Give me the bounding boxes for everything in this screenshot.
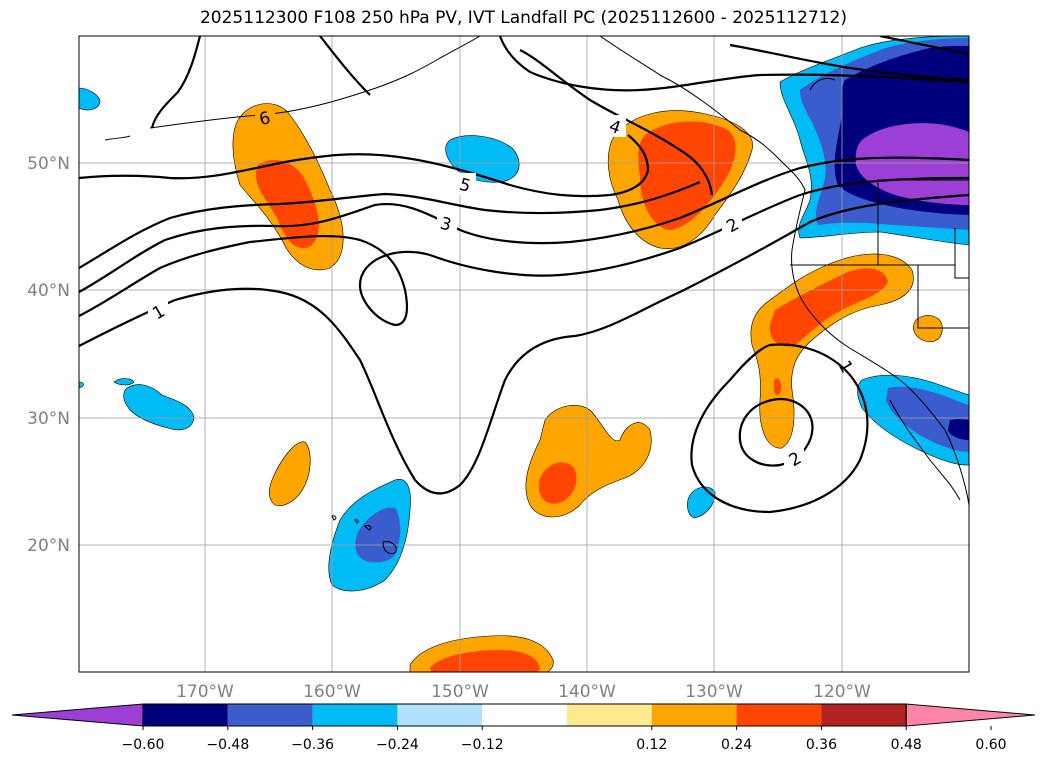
colorbar-outline xyxy=(142,703,907,727)
lon-label: 160°W xyxy=(303,682,361,702)
lon-label: 150°W xyxy=(431,682,489,702)
map-layers: 6 5 4 3 2 1 1 2 xyxy=(79,36,969,672)
strong-positive-anomaly-region xyxy=(638,121,736,230)
contour-labels: 6 5 4 3 2 1 1 2 xyxy=(148,106,856,471)
colorbar-extend-high xyxy=(905,703,1036,727)
colorbar-tick-label: 0.60 xyxy=(975,737,1006,753)
colorbar-tick-label: −0.48 xyxy=(206,737,249,753)
gridlines xyxy=(79,36,969,672)
map-frame xyxy=(78,35,970,673)
lat-label: 50°N xyxy=(27,154,70,174)
colorbar-swatch xyxy=(567,704,652,726)
colorbar-tick-label: 0.24 xyxy=(721,737,752,753)
colorbar-tick-label: −0.12 xyxy=(461,737,504,753)
longitude-labels: 170°W 160°W 150°W 140°W 130°W 120°W xyxy=(176,682,871,702)
positive-anomaly-region xyxy=(913,315,943,343)
contour-label: 3 xyxy=(438,214,454,236)
lon-label: 140°W xyxy=(558,682,616,702)
coastlines xyxy=(104,36,969,506)
colorbar-tick-label: −0.24 xyxy=(376,737,419,753)
moderate-negative-anomaly-region xyxy=(355,507,401,563)
colorbar-swatch xyxy=(651,704,737,726)
positive-anomaly-region xyxy=(269,441,311,506)
strong-negative-anomaly-region xyxy=(948,419,969,440)
strong-positive-anomaly-region xyxy=(538,462,577,504)
negative-anomaly-region xyxy=(113,378,135,386)
latitude-labels: 50°N 40°N 30°N 20°N xyxy=(27,154,70,556)
lat-label: 40°N xyxy=(27,281,70,301)
colorbar-swatch xyxy=(312,704,398,726)
hawaii-islands xyxy=(331,515,397,555)
colorbar-swatch xyxy=(821,704,907,726)
colorbar-tick-label: 0.36 xyxy=(806,737,837,753)
lon-label: 170°W xyxy=(176,682,234,702)
colorbar-tick-label: 0.48 xyxy=(891,737,922,753)
strong-positive-anomaly-region xyxy=(430,650,540,672)
lon-label: 120°W xyxy=(813,682,871,702)
lon-label: 130°W xyxy=(685,682,743,702)
lat-label: 20°N xyxy=(27,536,70,556)
colorbar-swatch xyxy=(397,704,483,726)
pv-contours xyxy=(79,36,969,514)
colorbar: −0.60 −0.48 −0.36 −0.24 −0.12 0.12 0.24 0.36 0.4… xyxy=(11,703,1036,753)
map-title: 2025112300 F108 250 hPa PV, IVT Landfall… xyxy=(199,8,847,28)
contour-label: 6 xyxy=(257,108,273,130)
strong-positive-anomaly-region xyxy=(774,378,782,396)
contour-label: 5 xyxy=(457,175,473,197)
colorbar-tick-label: −0.36 xyxy=(291,737,334,753)
colorbar-swatch xyxy=(227,704,313,726)
colorbar-tick-label: −0.60 xyxy=(122,737,165,753)
colorbar-swatch xyxy=(482,704,567,726)
extreme-negative-anomaly-region xyxy=(855,123,969,205)
colorbar-tick-label: 0.12 xyxy=(636,737,667,753)
lat-label: 30°N xyxy=(27,409,70,429)
colorbar-extend-low xyxy=(11,703,144,727)
colorbar-swatch xyxy=(736,704,822,726)
negative-anomaly-region xyxy=(79,87,101,111)
colorbar-swatch xyxy=(143,704,228,726)
strong-positive-anomaly-region xyxy=(769,268,888,347)
